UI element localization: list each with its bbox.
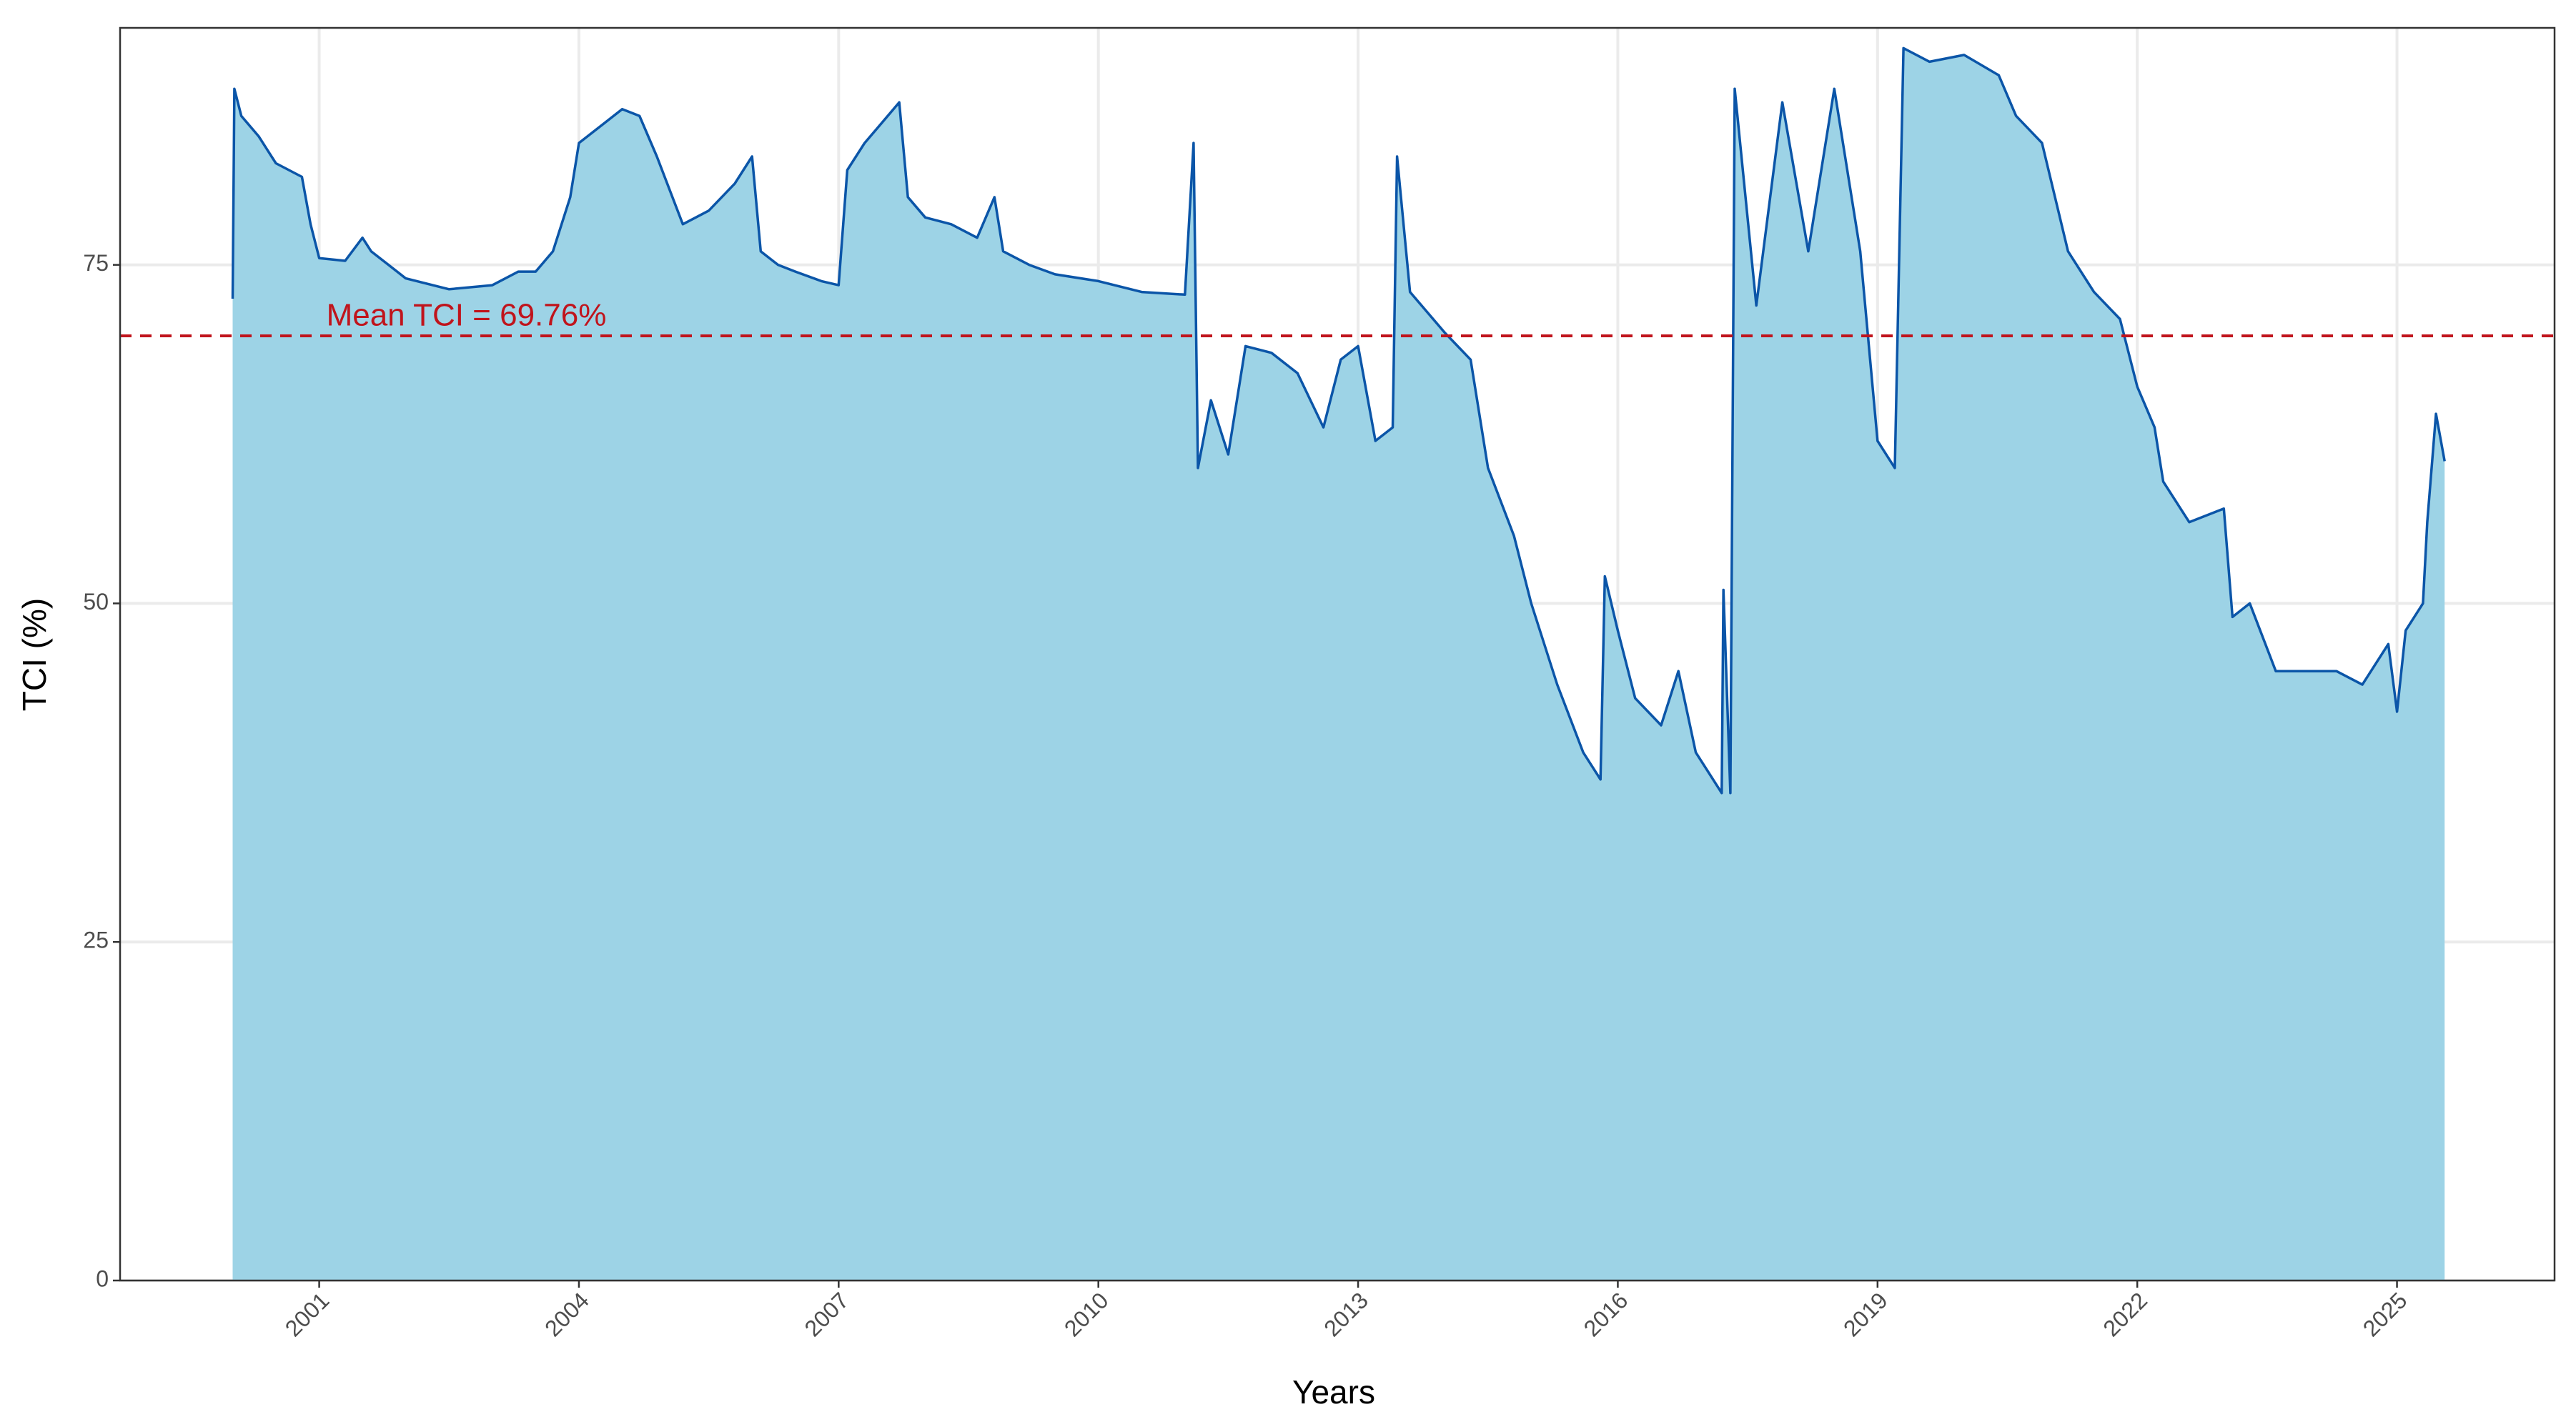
x-tick-label: 2016	[1579, 1287, 1633, 1341]
mean-label: Mean TCI = 69.76%	[327, 298, 607, 333]
x-tick-label: 2004	[540, 1287, 594, 1341]
x-tick-label: 2001	[280, 1287, 335, 1341]
x-tick-label: 2019	[1838, 1287, 1893, 1341]
y-axis-title: TCI (%)	[16, 598, 53, 711]
x-tick-label: 2010	[1059, 1287, 1114, 1341]
y-tick-label: 0	[96, 1266, 109, 1291]
line	[231, 46, 2446, 795]
panel-border	[119, 26, 2556, 1282]
area	[232, 48, 2445, 1281]
x-tick-label: 2007	[799, 1287, 853, 1341]
x-tick-label: 2013	[1319, 1287, 1373, 1341]
x-tick-label: 2022	[2098, 1287, 2152, 1341]
y-tick-label: 25	[83, 928, 109, 953]
y-tick-label: 75	[83, 250, 109, 276]
x-tick-label: 2025	[2358, 1287, 2412, 1341]
x-axis-title: Years	[1292, 1373, 1375, 1411]
y-tick-label: 50	[83, 589, 109, 615]
